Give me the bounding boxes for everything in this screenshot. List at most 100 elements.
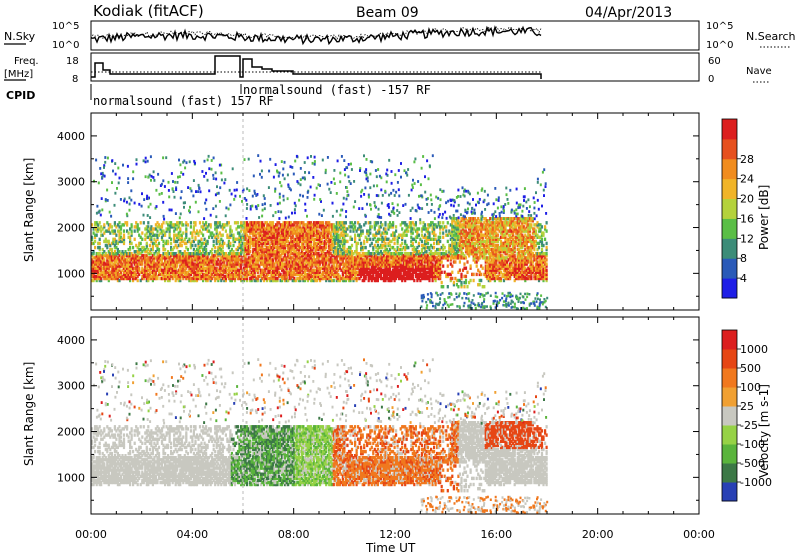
data-cell bbox=[107, 252, 110, 256]
data-cell bbox=[235, 227, 238, 231]
data-cell bbox=[320, 247, 323, 252]
data-cell bbox=[430, 264, 433, 268]
data-cell bbox=[475, 227, 478, 231]
data-cell bbox=[203, 260, 206, 264]
data-cell bbox=[221, 225, 224, 229]
data-cell bbox=[402, 233, 405, 237]
data-cell bbox=[311, 227, 314, 231]
data-cell bbox=[341, 262, 344, 266]
data-cell bbox=[451, 247, 454, 252]
data-cell bbox=[469, 233, 472, 237]
data-cell bbox=[302, 252, 305, 256]
data-cell bbox=[95, 276, 98, 281]
data-cell bbox=[466, 219, 469, 223]
data-cell bbox=[268, 276, 271, 281]
nave-label: Nave bbox=[746, 66, 772, 77]
data-cell bbox=[350, 252, 354, 256]
data-cell bbox=[192, 225, 195, 229]
data-cell bbox=[229, 243, 232, 248]
data-cell bbox=[329, 233, 332, 237]
data-cell bbox=[352, 270, 355, 274]
data-cell bbox=[299, 260, 302, 264]
data-cell bbox=[440, 225, 443, 229]
data-cell bbox=[177, 268, 180, 272]
data-cell bbox=[98, 258, 101, 262]
data-cell bbox=[454, 227, 457, 231]
data-cell bbox=[270, 274, 273, 279]
data-cell bbox=[358, 254, 361, 258]
data-cell bbox=[244, 272, 247, 277]
data-cell bbox=[220, 256, 223, 260]
data-cell bbox=[322, 270, 325, 274]
data-cell bbox=[274, 227, 278, 231]
data-cell bbox=[151, 258, 154, 262]
data-cell bbox=[413, 237, 416, 241]
data-cell bbox=[129, 258, 132, 262]
data-cell bbox=[436, 241, 439, 246]
data-cell bbox=[471, 233, 474, 237]
data-cell bbox=[119, 239, 123, 244]
data-cell bbox=[390, 245, 393, 250]
data-cell bbox=[392, 270, 395, 274]
data-cell bbox=[468, 219, 471, 223]
data-cell bbox=[258, 247, 261, 252]
data-cell bbox=[250, 264, 253, 268]
data-cell bbox=[463, 229, 466, 233]
data-cell bbox=[278, 250, 281, 254]
data-cell bbox=[370, 268, 373, 272]
data-cell bbox=[256, 258, 259, 262]
data-cell bbox=[296, 268, 299, 272]
data-cell bbox=[173, 264, 176, 268]
data-cell bbox=[133, 252, 136, 256]
data-cell bbox=[110, 270, 113, 274]
data-cell bbox=[165, 270, 168, 274]
data-cell bbox=[423, 225, 427, 229]
data-cell bbox=[300, 254, 303, 258]
data-cell bbox=[341, 233, 344, 237]
data-cell bbox=[167, 264, 170, 268]
data-cell bbox=[309, 247, 313, 252]
data-cell bbox=[343, 254, 346, 258]
data-cell bbox=[176, 270, 179, 274]
data-cell bbox=[414, 250, 417, 254]
data-cell bbox=[337, 254, 340, 258]
data-cell bbox=[218, 254, 221, 258]
data-cell bbox=[92, 252, 95, 256]
data-cell bbox=[419, 266, 422, 270]
data-cell bbox=[405, 264, 408, 268]
data-cell bbox=[454, 225, 457, 229]
data-cell bbox=[180, 262, 183, 266]
data-cell bbox=[224, 274, 227, 279]
data-cell bbox=[376, 262, 379, 266]
data-cell bbox=[319, 235, 322, 239]
data-cell bbox=[474, 227, 477, 231]
data-cell bbox=[399, 256, 402, 260]
data-cell bbox=[308, 260, 311, 264]
data-cell bbox=[197, 254, 200, 258]
data-cell bbox=[461, 268, 465, 272]
data-cell bbox=[477, 256, 480, 260]
data-cell bbox=[98, 276, 101, 281]
data-cell bbox=[379, 276, 382, 281]
data-cell bbox=[332, 231, 335, 235]
data-cell bbox=[376, 266, 379, 270]
data-cell bbox=[388, 270, 392, 274]
data-cell bbox=[124, 262, 127, 266]
data-cell bbox=[335, 235, 338, 239]
data-cell bbox=[303, 229, 306, 233]
data-cell bbox=[452, 245, 455, 250]
data-cell bbox=[177, 258, 180, 262]
data-cell bbox=[373, 264, 376, 268]
data-cell bbox=[284, 250, 287, 254]
data-cell bbox=[319, 245, 322, 250]
data-cell bbox=[311, 235, 314, 239]
data-cell bbox=[138, 241, 141, 246]
data-cell bbox=[364, 268, 367, 272]
data-cell bbox=[458, 225, 461, 229]
data-cell bbox=[238, 268, 241, 272]
data-cell bbox=[425, 264, 428, 268]
data-cell bbox=[367, 237, 370, 241]
data-cell bbox=[243, 252, 246, 256]
data-cell bbox=[329, 260, 332, 264]
data-cell bbox=[244, 260, 247, 264]
